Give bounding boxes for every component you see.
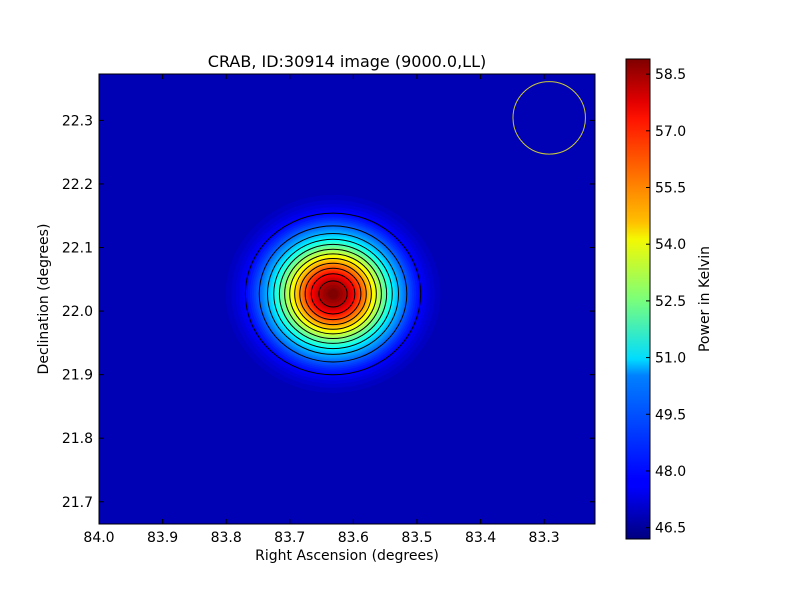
x-tick-label: 83.8 <box>211 530 242 546</box>
y-axis-label: Declination (degrees) <box>36 224 52 375</box>
heatmap-intensity <box>217 187 449 401</box>
chart-title: CRAB, ID:30914 image (9000.0,LL) <box>208 52 486 71</box>
contour-line <box>244 212 422 376</box>
colorbar-tick-label: 51.0 <box>655 351 686 367</box>
colorbar-tick-label: 46.5 <box>655 521 686 537</box>
colorbar-tick-label: 48.0 <box>655 464 686 480</box>
y-tick-label: 22.0 <box>62 304 93 320</box>
contour-line <box>278 243 388 344</box>
contour-line <box>284 248 382 340</box>
beam-circle <box>512 81 586 155</box>
y-tick-label: 21.7 <box>62 495 93 511</box>
contour-line <box>258 225 408 363</box>
contour-line <box>289 253 377 335</box>
y-tick-label: 21.9 <box>62 368 93 384</box>
contour-line <box>304 267 362 321</box>
colorbar-tick-label: 57.0 <box>655 124 686 140</box>
contour-line <box>266 232 400 355</box>
colorbar-tick-label: 52.5 <box>655 294 686 310</box>
x-tick-label: 83.4 <box>465 530 496 546</box>
contour-line <box>273 238 393 350</box>
colorbar-tick-label: 58.5 <box>655 67 686 83</box>
contour-line <box>299 262 367 326</box>
x-tick-label: 83.3 <box>529 530 560 546</box>
x-tick-label: 84.0 <box>83 530 114 546</box>
contour-lines <box>244 212 422 376</box>
x-tick-label: 83.9 <box>147 530 178 546</box>
colorbar-label: Power in Kelvin <box>697 246 713 352</box>
x-tick-label: 83.7 <box>274 530 305 546</box>
colorbar-tick-label: 49.5 <box>655 407 686 423</box>
colorbar-ticks: 46.5 48.0 49.5 51.0 52.5 54.0 55.5 57.0 58.5 <box>646 67 686 537</box>
contour-line <box>294 258 372 330</box>
y-tick-label: 22.1 <box>62 241 93 257</box>
heatmap <box>99 74 595 524</box>
x-tick-label: 83.5 <box>401 530 432 546</box>
y-tick-label: 21.8 <box>62 431 93 447</box>
contour-line <box>318 280 348 308</box>
colorbar-gradient <box>625 58 651 540</box>
colorbar: 46.5 48.0 49.5 51.0 52.5 54.0 55.5 57.0 58.5 Pow… <box>625 58 713 540</box>
y-tick-label: 22.3 <box>62 113 93 129</box>
y-axis-ticks: 21.7 21.8 21.9 22.0 22.1 22.2 22.3 <box>62 113 595 511</box>
colorbar-tick-label: 54.0 <box>655 237 686 253</box>
plot-frame <box>98 73 596 525</box>
colorbar-tick-label: 55.5 <box>655 181 686 197</box>
y-tick-label: 22.2 <box>62 177 93 193</box>
x-axis-label: Right Ascension (degrees) <box>255 548 439 564</box>
heatmap-peak <box>328 288 339 299</box>
contour-line <box>310 273 356 315</box>
x-tick-label: 83.6 <box>338 530 369 546</box>
x-axis-ticks: 84.0 83.9 83.8 83.7 83.6 83.5 83.4 83.3 <box>83 74 560 546</box>
